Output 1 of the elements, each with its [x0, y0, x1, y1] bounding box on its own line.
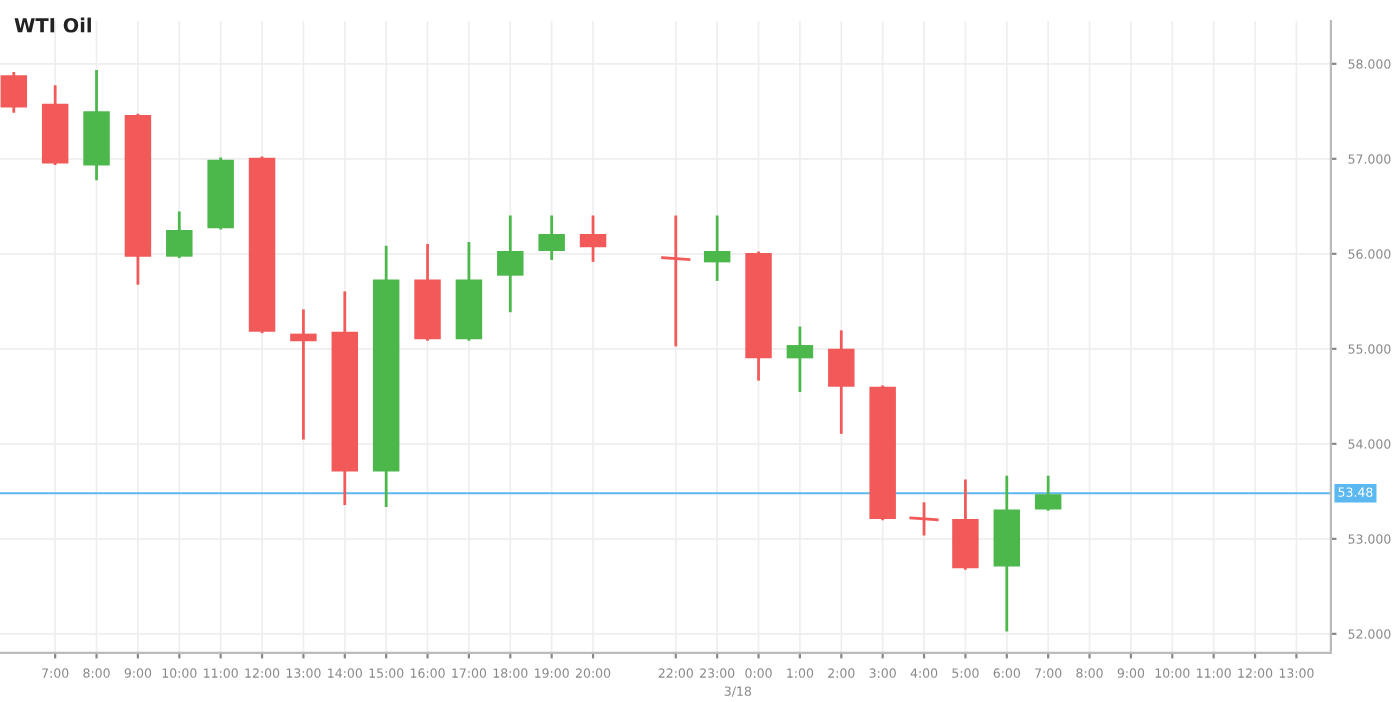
chart-title: WTI Oil: [14, 17, 91, 33]
